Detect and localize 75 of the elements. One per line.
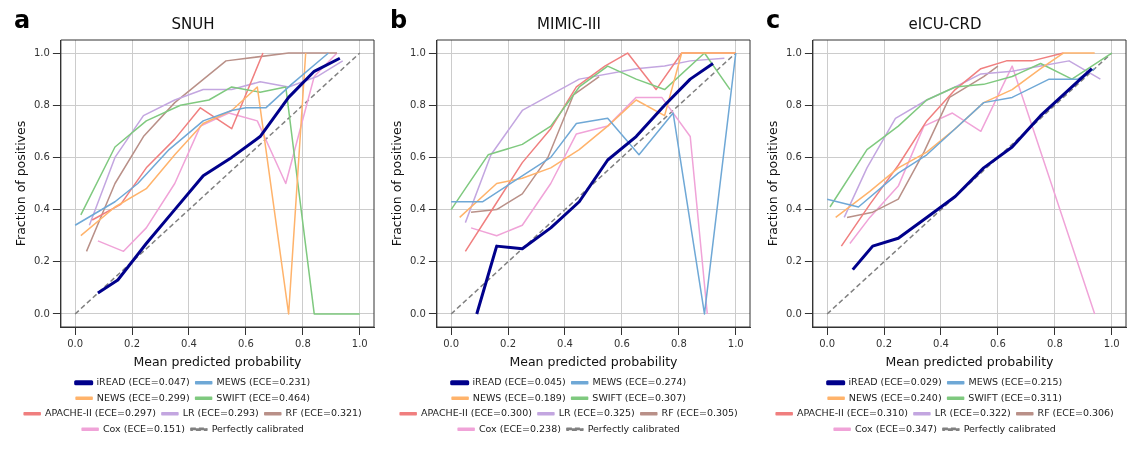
x-tick-label: 0.6 [613,337,630,349]
y-tick-label: 1.0 [410,46,426,58]
y-tick-label: 0.0 [410,307,426,319]
y-tick-label: 0.8 [786,98,802,110]
y-tick-label: 0.0 [786,307,802,319]
x-tick-label: 0.0 [443,337,460,349]
x-tick-label: 0.4 [181,337,197,349]
x-tick-label: 0.6 [989,337,1006,349]
x-axis-title: Mean predicted probability [509,353,679,369]
y-axis-title: Fraction of positives [388,120,404,247]
legend-label: Perfectly calibrated [211,422,304,434]
y-tick-label: 0.6 [34,151,50,162]
y-axis-title: Fraction of positives [764,120,780,247]
y-tick-label: 0.8 [34,98,50,110]
legend-label: NEWS (ECE=0.189) [472,391,566,403]
legend-label: SWIFT (ECE=0.311) [968,391,1062,403]
x-tick-label: 0.4 [557,337,573,349]
x-tick-label: 0.8 [294,337,311,349]
x-tick-label: 1.0 [351,337,368,349]
legend-label: RF (ECE=0.306) [1037,407,1114,419]
x-tick-label: 0.4 [933,337,949,349]
y-tick-label: 1.0 [786,46,802,58]
y-axis-title: Fraction of positives [12,120,28,247]
x-tick-label: 0.2 [876,337,893,349]
y-tick-label: 0.2 [786,255,802,267]
x-axis-title: Mean predicted probability [885,353,1055,369]
text: b [390,6,408,35]
legend-label: LR (ECE=0.322) [934,407,1011,419]
legend-label: RF (ECE=0.321) [285,407,362,419]
y-tick-label: 1.0 [34,46,50,58]
legend-label: iREAD (ECE=0.047) [96,376,190,388]
y-tick-label: 0.4 [410,203,426,215]
legend-label: Perfectly calibrated [963,422,1056,434]
legend-label: APACHE-II (ECE=0.300) [420,407,532,419]
legend-label: NEWS (ECE=0.240) [848,391,942,403]
legend-label: MEWS (ECE=0.274) [592,376,687,388]
x-tick-label: 0.2 [124,337,141,349]
y-tick-label: 0.4 [34,203,50,215]
y-tick-label: 0.2 [34,255,50,267]
legend-label: SWIFT (ECE=0.464) [216,391,310,403]
chart-title: SNUH [171,14,215,33]
y-tick-label: 0.0 [34,307,50,319]
x-tick-label: 1.0 [727,337,744,349]
legend-label: Perfectly calibrated [587,422,680,434]
y-tick-label: 0.4 [786,203,802,215]
y-tick-label: 0.6 [786,151,802,162]
x-tick-label: 0.2 [500,337,517,349]
legend-label: SWIFT (ECE=0.307) [592,391,686,403]
legend-label: NEWS (ECE=0.299) [96,391,190,403]
x-tick-label: 0.0 [67,337,84,349]
legend-label: Cox (ECE=0.347) [854,422,937,434]
legend-label: APACHE-II (ECE=0.297) [44,407,156,419]
chart-title: eICU-CRD [908,14,982,33]
legend-label: iREAD (ECE=0.045) [472,376,566,388]
legend-label: LR (ECE=0.325) [558,407,635,419]
legend-label: iREAD (ECE=0.029) [848,376,942,388]
x-tick-label: 0.6 [237,337,254,349]
y-tick-label: 0.8 [410,98,426,110]
legend-label: Cox (ECE=0.238) [478,422,561,434]
legend-label: RF (ECE=0.305) [661,407,738,419]
y-tick-label: 0.6 [410,151,426,162]
x-tick-label: 1.0 [1103,337,1120,349]
legend-label: Cox (ECE=0.151) [102,422,185,434]
text: c [766,6,781,35]
x-tick-label: 0.8 [1046,337,1063,349]
x-tick-label: 0.8 [670,337,687,349]
legend-label: MEWS (ECE=0.215) [968,376,1063,388]
legend-label: MEWS (ECE=0.231) [216,376,311,388]
legend-label: APACHE-II (ECE=0.310) [796,407,908,419]
legend-label: LR (ECE=0.293) [182,407,259,419]
chart-title: MIMIC-III [537,14,601,33]
x-tick-label: 0.0 [819,337,836,349]
x-axis-title: Mean predicted probability [133,353,303,369]
y-tick-label: 0.2 [410,255,426,267]
text: a [14,6,31,35]
